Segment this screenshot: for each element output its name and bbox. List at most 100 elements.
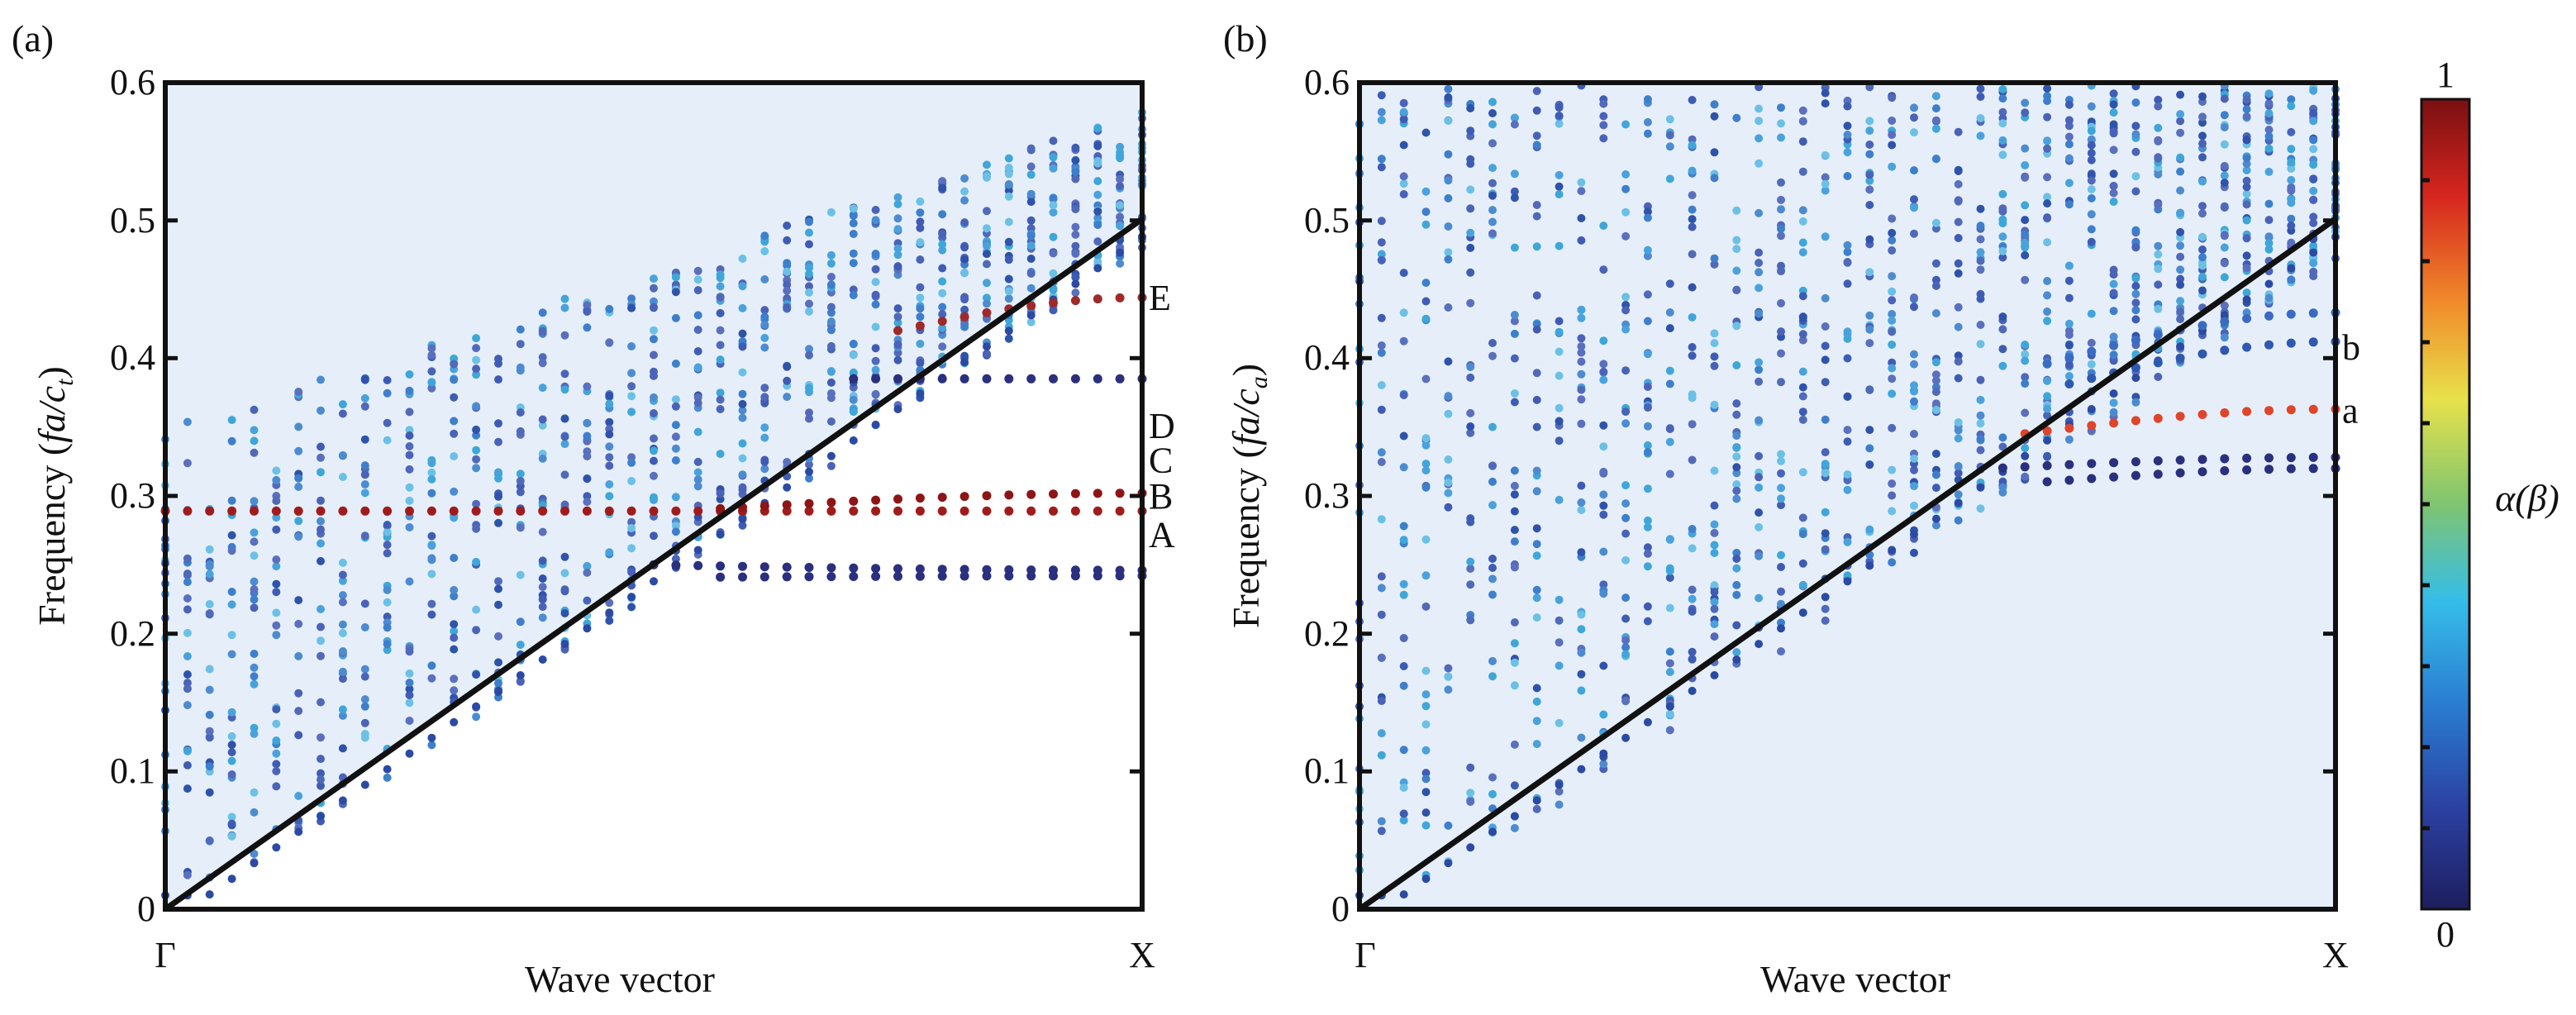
scatter-point <box>2064 179 2074 188</box>
scatter-point <box>183 684 192 693</box>
scatter-point <box>494 686 502 695</box>
scatter-point <box>693 266 702 275</box>
scatter-point <box>1421 702 1431 711</box>
scatter-point <box>1444 193 1453 203</box>
scatter-point <box>716 341 725 350</box>
scatter-point <box>2176 252 2185 261</box>
scatter-point <box>693 482 702 491</box>
scatter-point <box>2176 241 2185 250</box>
scatter-point <box>1976 256 1985 265</box>
scatter-point <box>1821 378 1830 387</box>
scatter-point <box>294 596 303 605</box>
scatter-point <box>317 775 325 784</box>
band-point <box>2220 317 2230 326</box>
band-point <box>516 506 526 516</box>
scatter-point <box>2043 112 2052 122</box>
scatter-point <box>738 439 747 448</box>
panel-b: (b) 0.6 0.5 0.4 0.3 0.2 0.1 0 Γ <box>1223 17 2360 1000</box>
scatter-point <box>1665 702 1674 711</box>
band-point <box>2087 346 2097 356</box>
scatter-point <box>538 583 547 592</box>
scatter-point <box>826 417 836 426</box>
scatter-point <box>916 283 925 292</box>
scatter-point <box>1488 179 1497 188</box>
scatter-point <box>1377 448 1386 457</box>
scatter-point <box>1004 164 1013 172</box>
scatter-point <box>1998 219 2007 228</box>
band-point <box>693 506 703 516</box>
scatter-point <box>272 782 281 791</box>
scatter-point <box>250 528 259 537</box>
scatter-point <box>272 475 281 484</box>
scatter-point <box>1821 460 1830 469</box>
scatter-point <box>1976 411 1985 420</box>
scatter-point <box>760 393 769 402</box>
scatter-point <box>1532 291 1541 300</box>
scatter-point <box>693 398 702 407</box>
scatter-point <box>1488 120 1497 129</box>
scatter-point <box>916 340 925 348</box>
scatter-point <box>2064 372 2074 380</box>
band-point <box>2220 345 2230 355</box>
band-point <box>1049 489 1058 499</box>
scatter-point <box>1888 364 1897 373</box>
scatter-point <box>1732 206 1741 215</box>
scatter-point <box>1510 481 1519 490</box>
scatter-point <box>2242 176 2251 185</box>
scatter-point <box>1798 206 1807 215</box>
band-point <box>2220 454 2230 464</box>
scatter-point <box>1665 603 1674 612</box>
scatter-point <box>1488 461 1497 470</box>
scatter-point <box>294 388 303 396</box>
scatter-point <box>2264 99 2274 108</box>
scatter-point <box>1466 843 1475 852</box>
scatter-point <box>1621 513 1631 522</box>
scatter-point <box>272 749 281 758</box>
scatter-point <box>1466 565 1475 573</box>
scatter-point <box>227 436 236 446</box>
scatter-point <box>627 382 636 391</box>
scatter-point <box>716 450 725 459</box>
scatter-point <box>2242 295 2251 304</box>
scatter-point <box>760 231 769 241</box>
scatter-point <box>1510 537 1519 546</box>
scatter-point <box>1888 491 1897 500</box>
scatter-point <box>272 525 281 534</box>
scatter-point <box>916 197 925 206</box>
scatter-point <box>1688 525 1697 533</box>
scatter-point <box>1931 259 1940 268</box>
scatter-point <box>538 384 547 393</box>
scatter-point <box>250 551 259 560</box>
scatter-point <box>1888 117 1897 125</box>
scatter-point <box>1399 463 1408 472</box>
band-point <box>849 374 859 384</box>
band-point <box>1049 298 1058 307</box>
band-label: D <box>1149 406 1175 446</box>
scatter-point <box>1777 501 1785 510</box>
scatter-point <box>1466 104 1475 112</box>
scatter-point <box>1665 469 1674 479</box>
scatter-point <box>427 733 436 742</box>
scatter-point <box>1466 763 1475 772</box>
scatter-point <box>605 480 614 488</box>
scatter-point <box>494 468 502 477</box>
scatter-point <box>1577 610 1586 619</box>
scatter-point <box>338 576 347 585</box>
scatter-point <box>1643 95 1652 104</box>
scatter-point <box>693 457 702 466</box>
scatter-point <box>1026 198 1036 207</box>
scatter-point <box>205 836 214 845</box>
scatter-point <box>1599 121 1608 130</box>
band-point <box>582 506 592 516</box>
scatter-point <box>1888 236 1897 245</box>
scatter-point <box>1599 501 1608 510</box>
scatter-point <box>1798 238 1807 247</box>
scatter-point <box>405 749 414 758</box>
scatter-point <box>2220 140 2229 149</box>
scatter-point <box>805 217 813 226</box>
scatter-point <box>1777 327 1785 336</box>
scatter-point <box>760 384 769 393</box>
scatter-point <box>1755 134 1764 143</box>
scatter-point <box>317 453 325 462</box>
